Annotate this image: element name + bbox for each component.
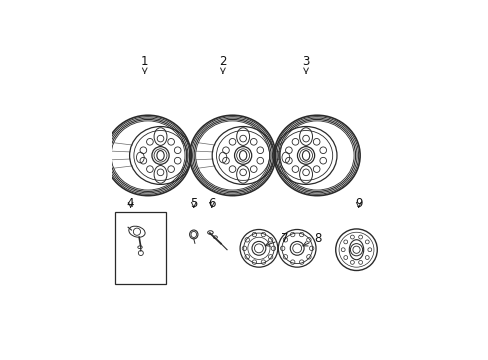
Text: 7: 7	[265, 232, 287, 246]
Text: 9: 9	[354, 198, 362, 211]
Text: 8: 8	[302, 232, 321, 246]
Text: 4: 4	[126, 198, 134, 211]
Text: 3: 3	[302, 55, 309, 73]
Text: 2: 2	[219, 55, 226, 73]
Text: 5: 5	[190, 198, 197, 211]
Text: 1: 1	[141, 55, 148, 73]
Text: 6: 6	[207, 198, 215, 211]
